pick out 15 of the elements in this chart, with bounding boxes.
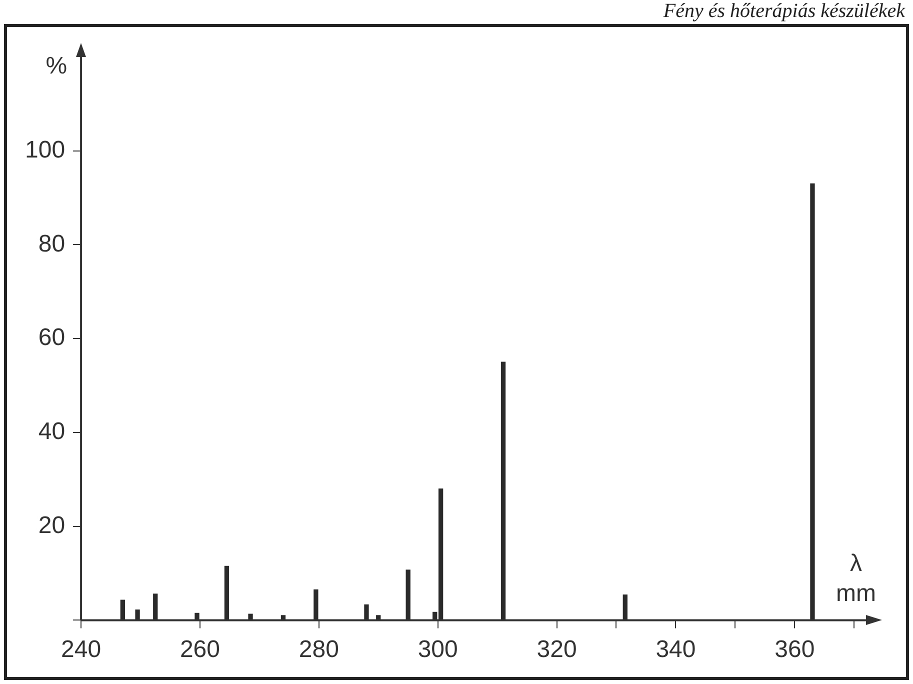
- x-tick-label: 240: [61, 636, 102, 664]
- x-tick-label: 320: [536, 636, 577, 664]
- y-tick-label: 40: [38, 418, 66, 446]
- x-tick-label: 260: [180, 636, 220, 664]
- y-axis-title: %: [46, 52, 68, 80]
- x-tick-label: 360: [774, 636, 815, 664]
- y-tick-label: 100: [24, 136, 66, 164]
- y-tick-label: 60: [38, 324, 66, 352]
- x-tick-label: 300: [418, 636, 458, 664]
- x-tick-label: 280: [298, 636, 339, 664]
- x-tick-label: 340: [656, 636, 696, 664]
- y-tick-label: 80: [38, 230, 66, 258]
- x-axis-title: λ mm: [836, 550, 876, 607]
- y-tick-label: 20: [38, 512, 66, 539]
- text: Fény és hőterápiás készülékek: [663, 0, 905, 23]
